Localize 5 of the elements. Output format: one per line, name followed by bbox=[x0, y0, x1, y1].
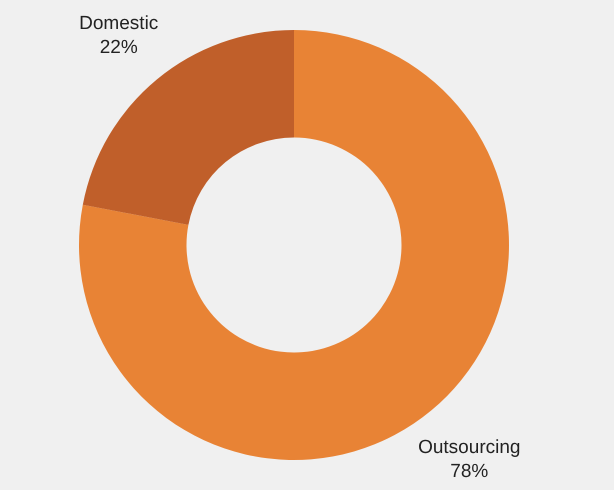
data-label: 78% bbox=[450, 460, 488, 482]
slice-label: Domestic bbox=[79, 13, 158, 34]
data-label: 22% bbox=[100, 37, 138, 58]
donut-slice bbox=[82, 30, 294, 225]
slice-label: Outsourcing bbox=[418, 436, 521, 458]
